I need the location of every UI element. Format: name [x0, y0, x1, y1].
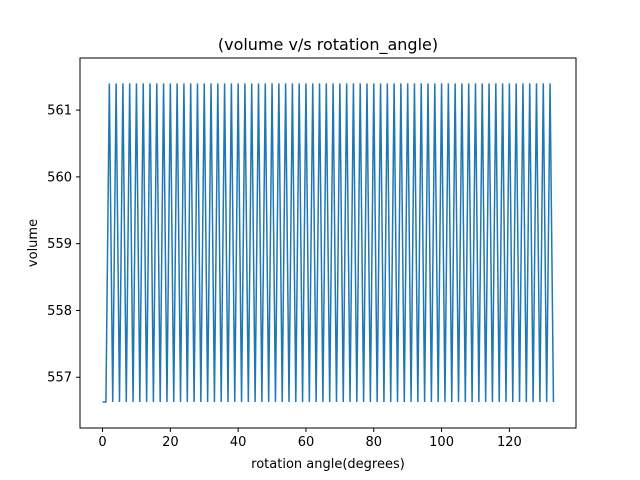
x-tick-label: 80	[365, 435, 382, 450]
series-line-0	[102, 83, 555, 403]
axis-ticks: 0 20 40 60 80 100 120 557 558 559 560 561	[47, 104, 522, 450]
x-tick-label: 0	[98, 435, 106, 450]
x-tick-label: 60	[298, 435, 315, 450]
y-axis-label: volume	[26, 219, 41, 267]
x-tick-label: 40	[230, 435, 247, 450]
x-tick-label: 120	[497, 435, 522, 450]
y-tick-label: 561	[47, 104, 72, 119]
y-tick-label: 558	[47, 304, 72, 319]
plot-frame	[79, 57, 577, 429]
y-tick-label: 560	[47, 170, 72, 185]
x-tick-label: 100	[429, 435, 454, 450]
chart-title: (volume v/s rotation_angle)	[218, 35, 438, 55]
x-tick-label: 20	[162, 435, 179, 450]
plot-area	[102, 83, 555, 403]
x-axis-label: rotation angle(degrees)	[251, 457, 405, 472]
y-tick-label: 559	[47, 237, 72, 252]
y-tick-label: 557	[47, 371, 72, 386]
